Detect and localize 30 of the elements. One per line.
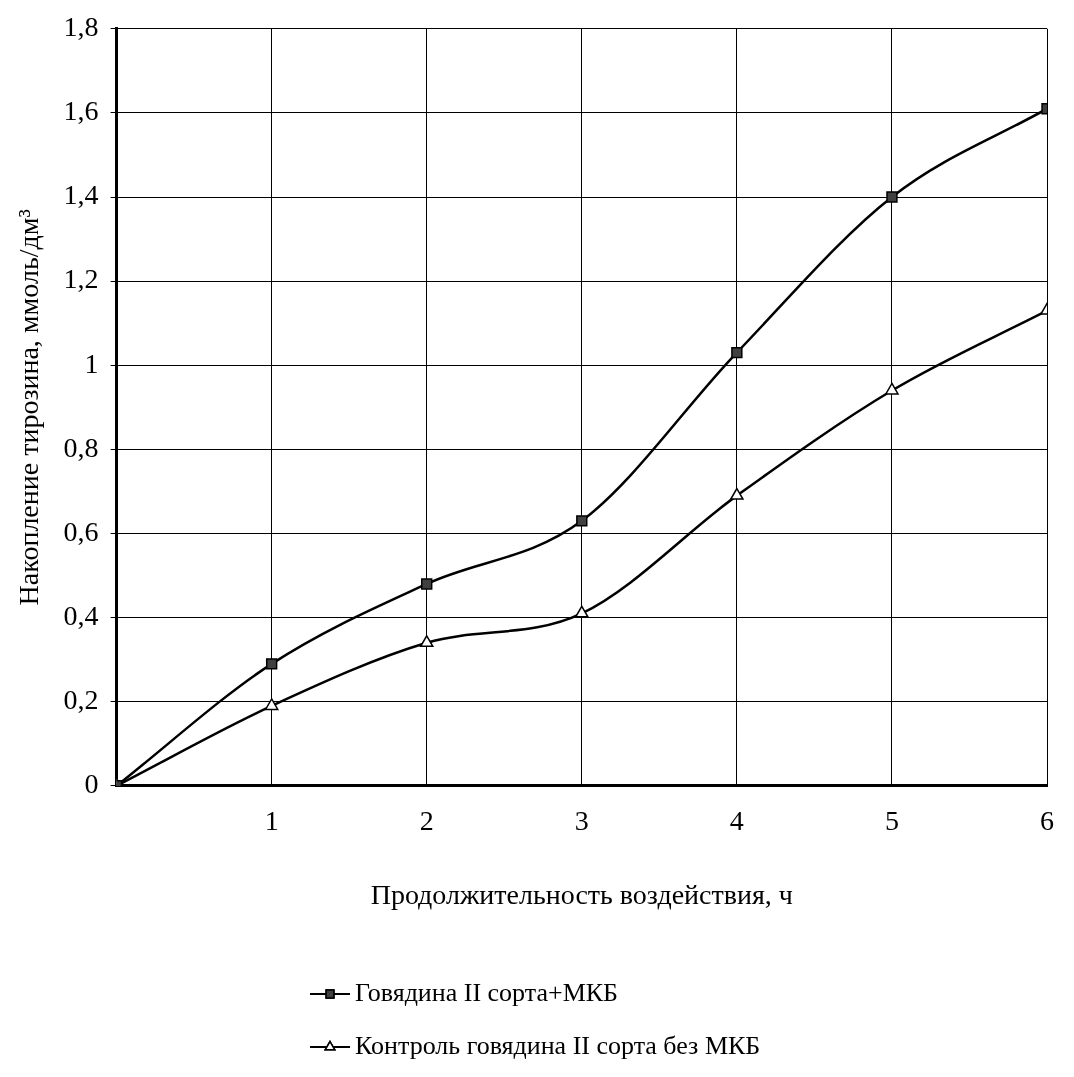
legend-label: Говядина II сорта+МКБ [355, 977, 619, 1007]
y-tick-label: 1,8 [63, 11, 99, 43]
y-axis-title: Накопление тирозина, ммоль/дм³ [13, 209, 45, 606]
point [264, 698, 279, 711]
point [576, 515, 588, 527]
point [419, 635, 434, 648]
y-tick-label: 0,4 [63, 599, 99, 631]
point [886, 191, 898, 203]
point [730, 487, 744, 500]
point [885, 382, 899, 395]
x-tick-label: 3 [574, 804, 589, 836]
point [574, 605, 589, 618]
y-tick-label: 0 [84, 768, 99, 800]
x-tick-label: 6 [1040, 804, 1054, 836]
x-tick-label: 4 [729, 804, 744, 836]
y-tick-label: 1,4 [63, 179, 99, 211]
x-tick-label: 5 [884, 804, 899, 836]
x-axis-title: Продолжительность воздействия, ч [370, 878, 793, 910]
y-tick-label: 1,2 [63, 263, 99, 295]
point [265, 658, 278, 670]
y-tick-label: 0,8 [63, 431, 99, 463]
y-tick-label: 1,6 [63, 95, 99, 127]
y-tick-label: 1 [84, 347, 99, 379]
y-tick-label: 0,2 [63, 684, 99, 716]
y-tick-label: 0,6 [63, 515, 99, 547]
legend-label: Контроль говядина II сорта без МКБ [355, 1030, 761, 1060]
x-tick-label: 2 [419, 804, 434, 836]
point [731, 346, 743, 359]
x-tick-label: 1 [264, 804, 279, 836]
point [421, 578, 433, 590]
